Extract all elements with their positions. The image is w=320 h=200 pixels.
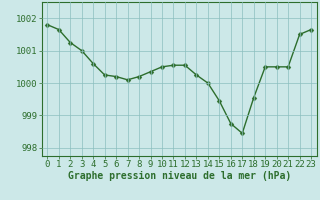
- X-axis label: Graphe pression niveau de la mer (hPa): Graphe pression niveau de la mer (hPa): [68, 171, 291, 181]
